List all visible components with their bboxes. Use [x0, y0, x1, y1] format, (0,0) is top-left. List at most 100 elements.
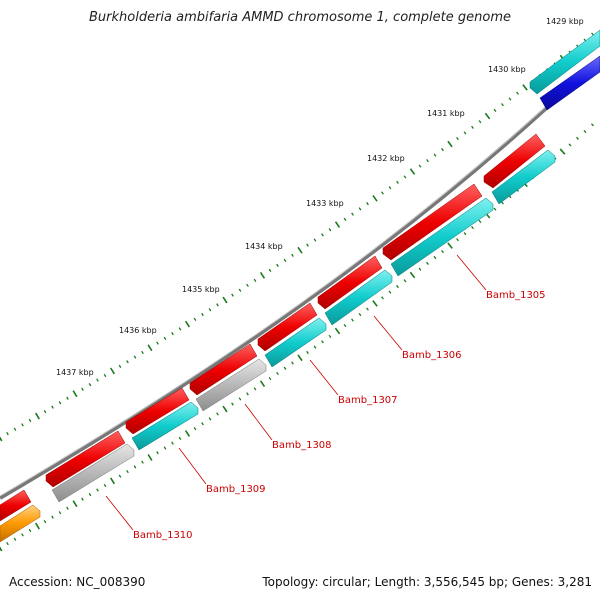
gene-arrow-1310-gray[interactable] [51, 443, 135, 503]
outer-tick-25 [184, 320, 191, 328]
map-title: Burkholderia ambifaria AMMD chromosome 1… [88, 10, 512, 25]
inner-tick-31 [231, 402, 234, 406]
inner-tick-64 [478, 219, 482, 224]
gene-arrow-forward-e[interactable] [189, 343, 258, 396]
outer-tick-48 [358, 207, 362, 211]
outer-tick-12 [88, 383, 92, 387]
leader-1305 [456, 254, 487, 291]
inner-tick-32 [238, 397, 242, 401]
inner-tick-0 [0, 546, 3, 552]
inner-tick-62 [463, 232, 467, 236]
gene-arrow-1307[interactable] [324, 269, 393, 326]
outer-tick-54 [403, 175, 407, 179]
leader-1307 [309, 359, 339, 396]
forward-strand-genes [0, 133, 546, 522]
gene-arrow-1308-gray[interactable] [195, 358, 267, 412]
gene-arrow-forward-c[interactable] [317, 255, 383, 310]
gene-arrow-forward-b[interactable] [382, 183, 483, 261]
gene-arrow-1308a[interactable] [264, 317, 327, 368]
gene-label-1306[interactable]: Bamb_1306 [402, 350, 462, 361]
outer-tick-44 [328, 228, 332, 232]
gene-label-1310[interactable]: Bamb_1310 [133, 530, 193, 541]
gene-arrow-reverse-top[interactable] [529, 29, 600, 95]
inner-tick-3 [21, 533, 24, 537]
inner-tick-36 [268, 376, 272, 381]
inner-tick-2 [13, 537, 17, 541]
outer-tick-39 [291, 253, 294, 257]
gene-arrow-forward-h[interactable] [0, 489, 32, 522]
outer-tick-43 [321, 233, 324, 237]
gene-arrow-1309[interactable] [131, 401, 199, 451]
leader-1310 [105, 495, 134, 531]
gene-arrow-blue[interactable] [539, 55, 600, 111]
outer-tick-70 [522, 84, 528, 91]
inner-tick-12 [88, 492, 92, 497]
inner-tick-5 [35, 522, 40, 530]
outer-tick-63 [471, 125, 474, 129]
outer-tick-8 [58, 401, 62, 405]
ruler-ticks-outer [0, 32, 594, 442]
outer-tick-51 [381, 191, 384, 195]
inner-tick-19 [141, 460, 144, 464]
inner-tick-14 [103, 483, 107, 488]
inner-tick-35 [259, 380, 266, 388]
gene-arrow-orange[interactable] [0, 504, 41, 543]
gene-label-1309[interactable]: Bamb_1309 [206, 484, 266, 495]
outer-tick-46 [343, 217, 347, 221]
outer-tick-5 [35, 412, 40, 420]
outer-tick-34 [253, 278, 257, 282]
outer-tick-62 [463, 131, 467, 135]
outer-tick-58 [433, 153, 437, 157]
inner-tick-4 [28, 528, 32, 533]
inner-tick-39 [291, 361, 294, 365]
gene-arrow-1305-forward[interactable] [483, 133, 546, 189]
inner-tick-78 [583, 130, 587, 134]
inner-tick-45 [334, 327, 341, 335]
inner-tick-44 [328, 334, 332, 339]
gene-arrow-forward-g[interactable] [45, 430, 126, 488]
inner-tick-52 [388, 290, 392, 294]
outer-tick-20 [147, 344, 153, 352]
outer-tick-67 [501, 103, 504, 107]
inner-tick-53 [396, 284, 399, 289]
gene-label-1308[interactable]: Bamb_1308 [272, 440, 332, 451]
gene-label-1307[interactable]: Bamb_1307 [338, 395, 398, 406]
outer-tick-6 [43, 410, 47, 414]
outer-tick-10 [72, 390, 78, 398]
outer-tick-65 [484, 112, 491, 120]
outer-tick-35 [259, 272, 266, 279]
inner-tick-79 [591, 123, 594, 127]
ruler-label-1435: 1435 kbp [182, 285, 220, 294]
outer-tick-57 [426, 159, 429, 163]
outer-tick-26 [193, 317, 197, 321]
outer-tick-22 [163, 336, 167, 340]
outer-tick-9 [66, 396, 69, 400]
outer-tick-11 [81, 387, 84, 391]
inner-tick-28 [208, 417, 212, 421]
gene-label-1305[interactable]: Bamb_1305 [486, 290, 546, 301]
inner-tick-33 [246, 392, 249, 396]
ruler-label-1436: 1436 kbp [119, 326, 157, 335]
inner-tick-21 [156, 451, 159, 455]
gene-arrow-1305-reverse[interactable] [491, 149, 556, 205]
outer-tick-18 [133, 355, 137, 359]
outer-tick-29 [216, 303, 219, 307]
inner-tick-56 [418, 267, 422, 271]
outer-tick-61 [456, 136, 459, 141]
ruler-label-1429: 1429 kbp [546, 17, 584, 26]
inner-tick-54 [403, 279, 407, 283]
leader-1308 [244, 403, 273, 441]
accession-text: Accession: NC_008390 [9, 575, 146, 589]
outer-tick-31 [231, 293, 234, 297]
gene-arrow-1306[interactable] [390, 197, 494, 277]
inner-tick-77 [576, 136, 579, 140]
gene-arrow-forward-f[interactable] [125, 387, 190, 435]
inner-tick-17 [126, 469, 129, 474]
outer-tick-37 [276, 263, 279, 268]
inner-tick-6 [43, 519, 47, 524]
gene-arrow-forward-d[interactable] [257, 302, 318, 352]
outer-tick-40 [297, 246, 303, 254]
gene-labels: Bamb_1305 Bamb_1306 Bamb_1307 Bamb_1308 … [133, 290, 546, 541]
outer-tick-47 [351, 212, 354, 216]
inner-tick-24 [178, 436, 182, 440]
